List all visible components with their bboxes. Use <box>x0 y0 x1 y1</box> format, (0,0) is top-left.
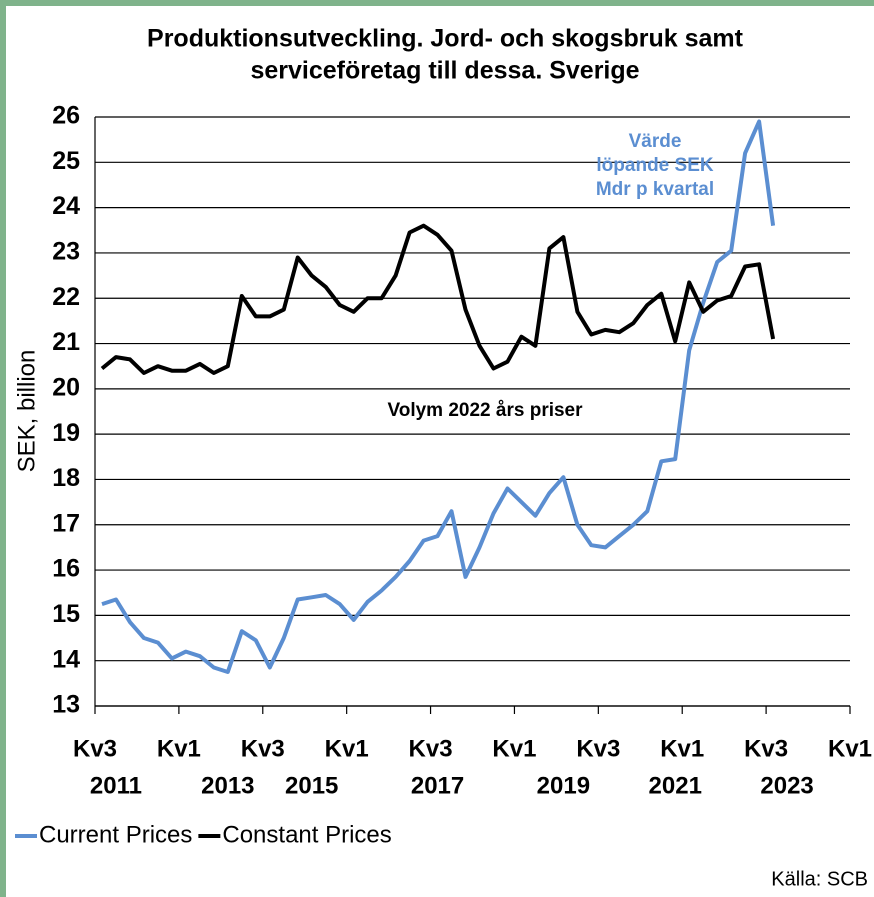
legend-label: Constant Prices <box>222 821 391 848</box>
year-label: 2019 <box>537 772 590 799</box>
y-tick-label: 23 <box>52 238 80 266</box>
y-tick-label: 14 <box>52 645 80 673</box>
legend-label: Current Prices <box>39 821 192 848</box>
y-tick-label: 13 <box>52 691 80 719</box>
chart-title: Produktionsutveckling. Jord- och skogsbr… <box>147 25 744 53</box>
background <box>6 6 874 897</box>
chart-title: serviceföretag till dessa. Sverige <box>250 57 639 85</box>
y-tick-label: 24 <box>52 192 80 220</box>
x-tick-label: Kv3 <box>73 735 117 762</box>
year-label: 2023 <box>760 772 813 799</box>
y-tick-label: 19 <box>52 419 80 447</box>
year-label: 2021 <box>649 772 702 799</box>
y-axis-label: SEK, billion <box>13 350 40 473</box>
source: Källa: SCB <box>771 868 868 890</box>
x-tick-label: Kv3 <box>576 735 620 762</box>
y-tick-label: 21 <box>52 328 80 356</box>
year-label: 2015 <box>285 772 338 799</box>
year-label: 2013 <box>201 772 254 799</box>
x-tick-label: Kv1 <box>828 735 872 762</box>
y-tick-label: 15 <box>52 600 80 628</box>
annotation: Mdr p kvartal <box>596 179 714 200</box>
y-tick-label: 17 <box>52 509 80 537</box>
annotation: löpande SEK <box>596 155 713 176</box>
x-tick-label: Kv3 <box>241 735 285 762</box>
series-line <box>101 119 776 674</box>
x-tick-label: Kv1 <box>492 735 536 762</box>
x-tick-label: Kv1 <box>325 735 369 762</box>
year-label: 2017 <box>411 772 464 799</box>
annotation: Värde <box>629 131 682 152</box>
y-tick-label: 26 <box>52 102 80 130</box>
x-tick-label: Kv3 <box>409 735 453 762</box>
x-tick-label: Kv3 <box>744 735 788 762</box>
y-tick-label: 20 <box>52 373 80 401</box>
y-tick-label: 22 <box>52 283 80 311</box>
annotation: Volym 2022 års priser <box>387 400 583 421</box>
y-tick-label: 18 <box>52 464 80 492</box>
year-label: 2011 <box>90 772 142 799</box>
y-tick-label: 25 <box>52 147 80 175</box>
series-line <box>100 223 776 375</box>
x-tick-label: Kv1 <box>157 735 201 762</box>
y-tick-label: 16 <box>52 555 80 583</box>
x-tick-label: Kv1 <box>660 735 704 762</box>
